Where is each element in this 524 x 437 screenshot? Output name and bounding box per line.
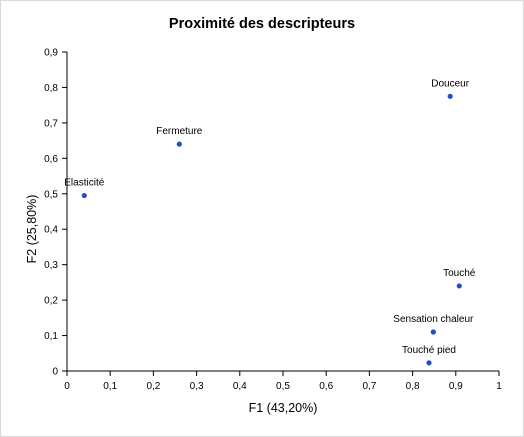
chart-title: Proximité des descripteurs xyxy=(169,16,355,32)
y-axis-ticks: 0 0,1 0,2 0,3 0,4 0,5 0,6 0,7 0,8 0,9 xyxy=(44,48,67,378)
x-tick-label: 0,8 xyxy=(406,381,420,392)
x-tick-label: 0,2 xyxy=(146,381,160,392)
data-point xyxy=(456,283,462,289)
y-tick-label: 0,7 xyxy=(44,118,58,129)
x-tick-label: 0,7 xyxy=(362,381,376,392)
data-point xyxy=(426,360,432,366)
data-point xyxy=(447,93,453,99)
data-point xyxy=(176,141,182,147)
x-tick-label: 0,1 xyxy=(103,381,117,392)
data-point-label: Sensation chaleur xyxy=(393,314,474,325)
data-point-label: Douceur xyxy=(431,78,469,89)
data-point-label: Elasticité xyxy=(64,178,104,189)
data-point-label: Touché pied xyxy=(402,345,456,356)
data-point xyxy=(81,192,87,199)
data-point xyxy=(430,329,436,335)
x-tick-label: 0 xyxy=(64,381,70,392)
y-axis-label: F2 (25,80%) xyxy=(25,195,39,264)
x-tick-label: 1 xyxy=(496,381,502,392)
x-axis-label: F1 (43,20%) xyxy=(249,401,318,415)
y-tick-label: 0,5 xyxy=(44,189,58,200)
y-tick-label: 0,4 xyxy=(44,225,58,236)
x-tick-label: 0,9 xyxy=(449,381,463,392)
y-tick-label: 0,8 xyxy=(44,83,58,94)
data-points: Douceur Fermeture Elasticité Touché Sensatio… xyxy=(64,78,476,366)
x-tick-label: 0,3 xyxy=(190,381,204,392)
data-point-label: Touché xyxy=(443,268,476,279)
y-tick-label: 0 xyxy=(52,367,58,378)
data-point-label: Fermeture xyxy=(156,126,203,137)
y-tick-label: 0,2 xyxy=(44,296,58,307)
y-tick-label: 0,6 xyxy=(44,154,58,165)
x-axis-ticks: 0 0,1 0,2 0,3 0,4 0,5 0,6 0,7 0,8 0,9 1 xyxy=(64,371,502,392)
y-tick-label: 0,3 xyxy=(44,260,58,271)
y-tick-label: 0,9 xyxy=(44,48,58,59)
x-tick-label: 0,4 xyxy=(233,381,247,392)
y-tick-label: 0,1 xyxy=(44,331,58,342)
x-tick-label: 0,5 xyxy=(276,381,290,392)
x-tick-label: 0,6 xyxy=(319,381,333,392)
